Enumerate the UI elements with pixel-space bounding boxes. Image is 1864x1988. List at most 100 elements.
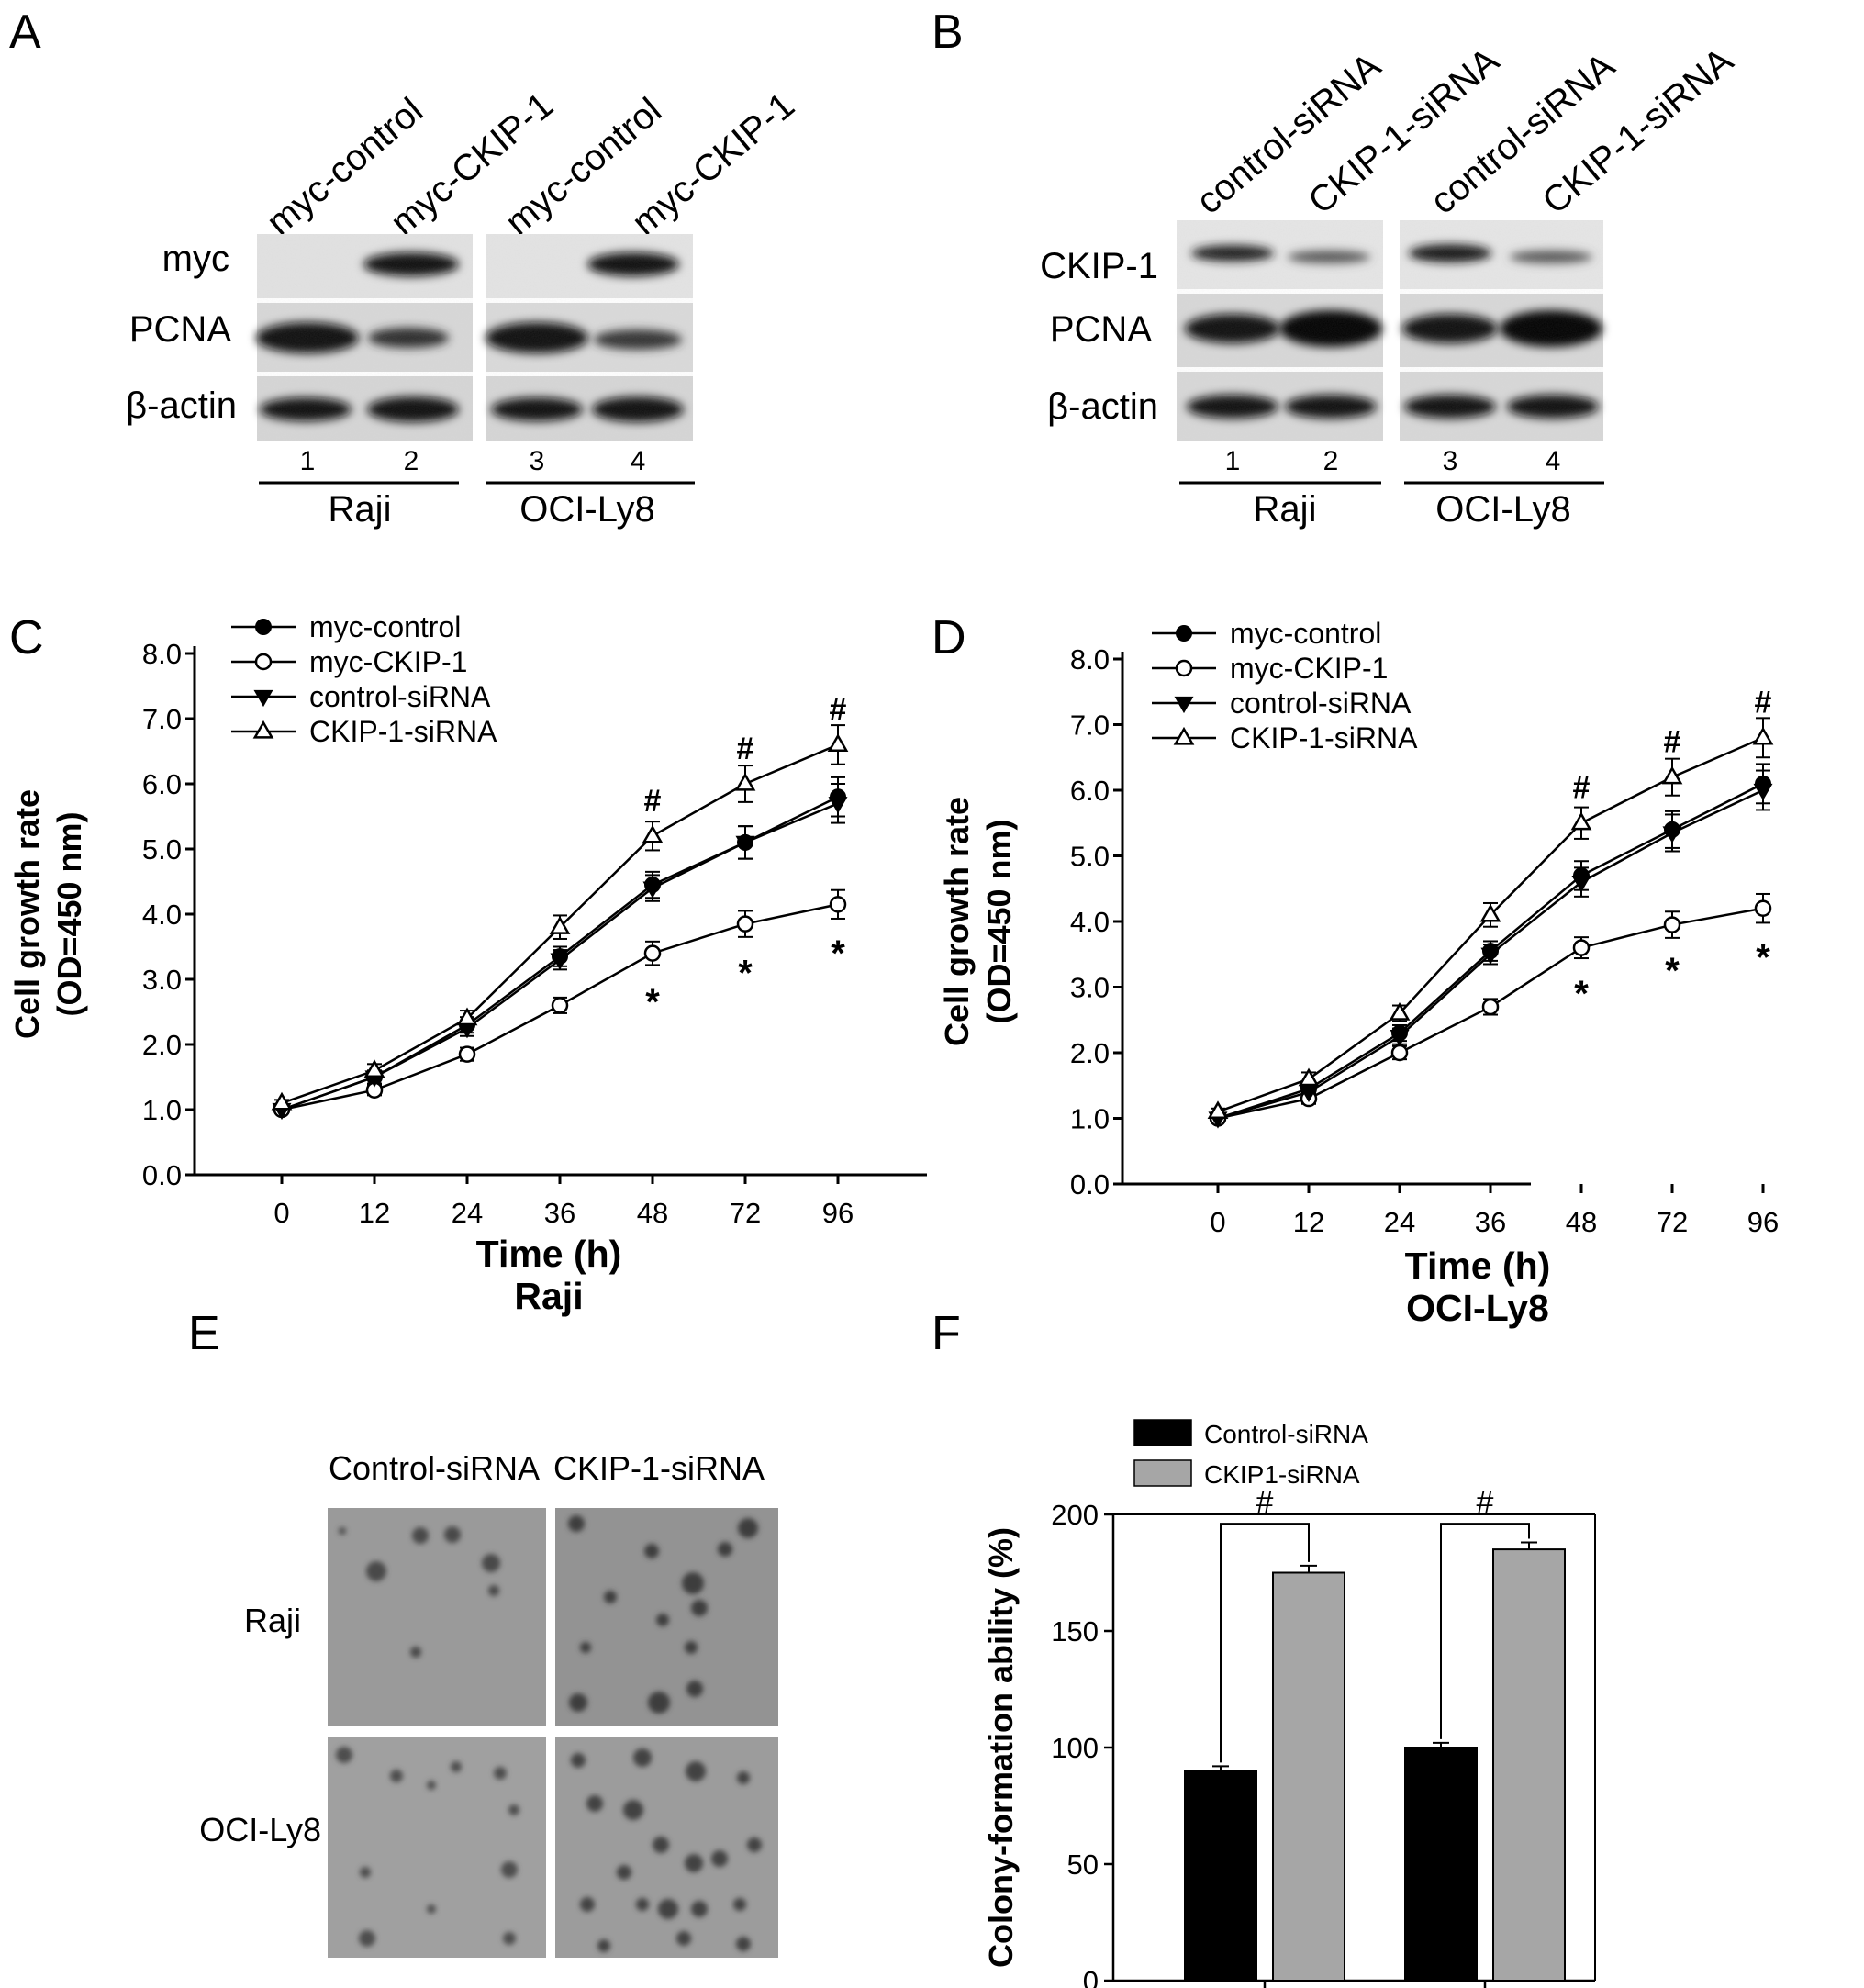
x-tick-label: 96 (822, 1197, 854, 1229)
y-tick-label: 5.0 (1070, 841, 1110, 873)
panel-c: C 0.0 1.0 2.0 3.0 4.0 5.0 6.0 7.0 8.0 0 12 24 36 48 72… (8, 610, 927, 1317)
y-tick-label: 5.0 (142, 833, 182, 866)
y-tick-label: 7.0 (1070, 709, 1110, 742)
x-tick-label: 72 (1657, 1206, 1688, 1238)
marker-filled-triangle (253, 689, 273, 708)
blot-oci-ly8 (1400, 220, 1603, 441)
significance-mark: * (645, 982, 660, 1022)
panel-letter-c: C (9, 611, 44, 665)
y-tick-label: 4.0 (142, 899, 182, 931)
marker-open-circle (551, 997, 569, 1014)
x-tick-label: 12 (1293, 1206, 1324, 1238)
lane-number: 1 (1225, 446, 1241, 476)
marker-open-triangle (1752, 726, 1774, 745)
x-tick-label: 48 (1566, 1206, 1597, 1238)
marker-open-circle (829, 896, 847, 913)
y-tick-label: 3.0 (1070, 972, 1110, 1004)
y-tick-label: 100 (1051, 1732, 1099, 1764)
panel-letter-d: D (932, 611, 966, 665)
legend-label: myc-control (309, 610, 461, 643)
row-label: Raji (244, 1602, 301, 1639)
legend-label: control-siRNA (309, 680, 491, 713)
significance-bracket (1440, 1523, 1530, 1739)
legend-label: CKIP1-siRNA (1204, 1460, 1360, 1489)
lane-number: 1 (300, 446, 316, 476)
marker-open-triangle (642, 824, 664, 843)
significance-mark: # (1573, 770, 1591, 805)
marker-filled-triangle (1571, 875, 1591, 893)
row-label: CKIP-1 (1040, 246, 1158, 286)
significance-mark: # (1755, 685, 1772, 720)
x-axis-label: Time (h) (476, 1233, 622, 1275)
marker-filled-triangle (1174, 696, 1194, 714)
marker-filled-triangle (1662, 826, 1682, 843)
legend-label: myc-control (1230, 617, 1381, 650)
y-tick-label: 150 (1051, 1615, 1099, 1647)
y-tick-label: 6.0 (142, 768, 182, 800)
x-tick-label: 24 (452, 1197, 483, 1229)
marker-open-circle (254, 653, 273, 671)
bar (1184, 1770, 1257, 1982)
marker-open-triangle (1207, 1100, 1229, 1119)
lane-label: control-siRNA (1189, 45, 1390, 221)
lane-number: 3 (1443, 446, 1458, 476)
bar (1404, 1747, 1478, 1982)
x-tick-label: 36 (1475, 1206, 1506, 1238)
colony-image-raji-ckip1 (555, 1508, 778, 1726)
marker-open-triangle (734, 772, 756, 791)
marker-open-triangle (549, 916, 571, 934)
y-tick-label: 3.0 (142, 964, 182, 996)
marker-filled-triangle (1390, 1029, 1410, 1047)
marker-open-triangle (363, 1059, 385, 1078)
y-tick-label: 0.0 (1070, 1168, 1110, 1201)
marker-open-triangle (252, 720, 274, 739)
x-tick-label: 0 (273, 1197, 289, 1229)
marker-filled-triangle (642, 881, 663, 899)
group-label: OCI-Ly8 (519, 489, 654, 530)
marker-filled-triangle (735, 835, 755, 854)
y-tick-label: 6.0 (1070, 775, 1110, 807)
marker-open-triangle (1570, 811, 1592, 831)
x-tick-label: 48 (637, 1197, 668, 1229)
y-tick-label: 8.0 (1070, 643, 1110, 676)
panel-letter-b: B (932, 6, 964, 59)
y-tick-label: 1.0 (1070, 1103, 1110, 1135)
lane-number: 3 (530, 446, 545, 476)
marker-filled-circle (255, 619, 272, 635)
panel-f: F 0 50 100 150 200 Colony-formation ability (… (932, 1307, 1596, 1988)
significance-mark: # (737, 732, 754, 766)
blot-raji (1177, 220, 1383, 441)
row-label: PCNA (129, 309, 231, 350)
y-tick-label: 1.0 (142, 1094, 182, 1126)
row-label: β-actin (1047, 386, 1158, 427)
panel-d: D 0.0 1.0 2.0 3.0 4.0 5.0 6.0 7.0 8.0 0 12 24 36 48 72… (932, 611, 1779, 1329)
significance-mark: # (830, 692, 847, 727)
marker-open-circle (1572, 939, 1591, 956)
panel-letter-e: E (188, 1307, 220, 1360)
y-axis-label: Cell growth rate (8, 789, 46, 1039)
marker-open-circle (1175, 659, 1193, 677)
y-tick-label: 2.0 (1070, 1037, 1110, 1069)
y-tick-label: 4.0 (1070, 906, 1110, 938)
marker-open-circle (1390, 1044, 1409, 1062)
panel-letter-a: A (9, 6, 41, 59)
marker-open-circle (458, 1045, 476, 1063)
colony-image-oci-ckip1 (555, 1737, 778, 1958)
marker-open-triangle (1661, 765, 1683, 785)
group-label: Raji (329, 489, 392, 530)
marker-open-triangle (1389, 1001, 1411, 1021)
marker-open-triangle (271, 1091, 293, 1111)
panel-b: B control-siRNA CKIP-1-siRNA control-siR… (932, 6, 1741, 530)
significance-mark: # (1477, 1485, 1494, 1520)
y-axis-label: Cell growth rate (938, 797, 976, 1046)
x-tick-label: 36 (544, 1197, 575, 1229)
marker-filled-triangle (1753, 783, 1773, 801)
marker-open-circle (736, 915, 754, 933)
significance-mark: * (1665, 951, 1680, 991)
colony-image-raji-control (328, 1508, 546, 1726)
legend-label: Control-siRNA (1204, 1420, 1368, 1448)
legend-label: CKIP-1-siRNA (309, 715, 497, 748)
x-axis-label: Time (h) (1405, 1245, 1551, 1287)
y-tick-label: 50 (1067, 1848, 1099, 1881)
y-tick-label: 2.0 (142, 1029, 182, 1061)
